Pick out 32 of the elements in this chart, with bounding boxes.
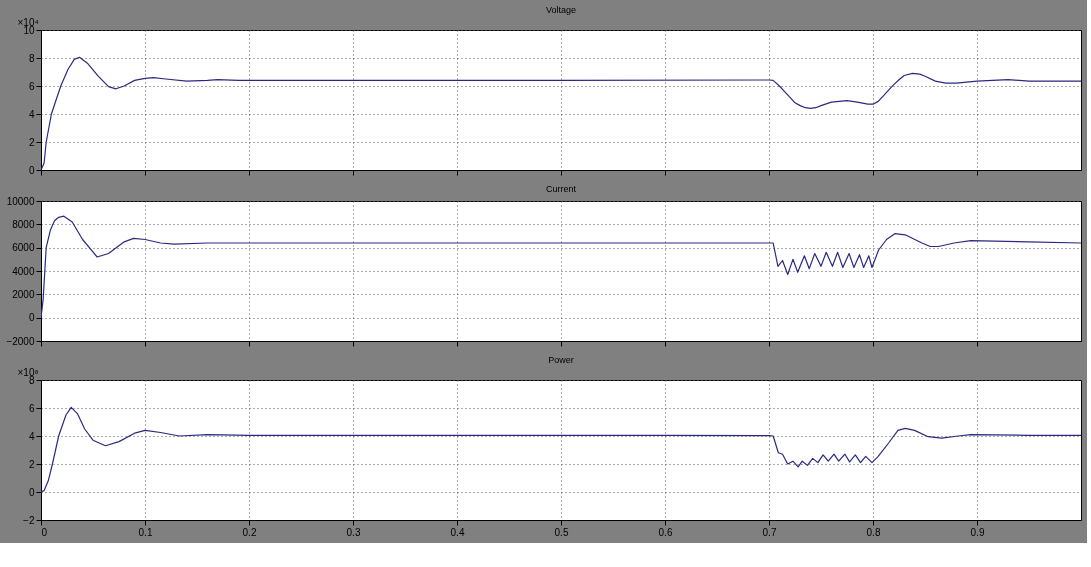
x-tick-label: 0.1 [138,526,153,538]
y-tick-label: 0 [28,486,35,498]
y-tick-label: 0 [28,164,35,176]
y-tick-label: 2 [28,136,35,148]
x-tick-label: 0.3 [346,526,361,538]
y-tick-label: 8 [28,52,35,64]
chart-title: Power [548,355,574,365]
y-tick-label: 4000 [12,265,35,277]
x-tick-label: 0.8 [866,526,881,538]
chart-title: Current [545,184,577,194]
y-tick-label: 6000 [12,242,35,254]
y-tick-label: 6 [28,80,35,92]
x-tick-label: 0.4 [450,526,465,538]
y-tick-label: 2 [28,458,35,470]
x-tick-label: 0.6 [658,526,673,538]
y-tick-label: 4 [28,108,35,120]
chart-title: Voltage [545,5,577,15]
y-tick-label: −2000 [6,335,35,347]
x-tick-label: 0.2 [242,526,257,538]
x-tick-label: 0 [41,526,48,538]
y-tick-label: 2000 [12,288,35,300]
x-tick-label: 0.9 [970,526,985,538]
y-tick-label: 10000 [6,195,35,207]
y-tick-label: 6 [28,402,35,414]
y-tick-label: −2 [23,514,35,526]
x-tick-label: 0.5 [554,526,569,538]
line-series [41,406,1081,493]
y-tick-label: 8000 [12,218,35,230]
x-tick-label: 0.7 [762,526,777,538]
line-series [41,215,1081,319]
y-tick-label: 4 [28,430,35,442]
y-tick-label: 0 [28,312,35,324]
